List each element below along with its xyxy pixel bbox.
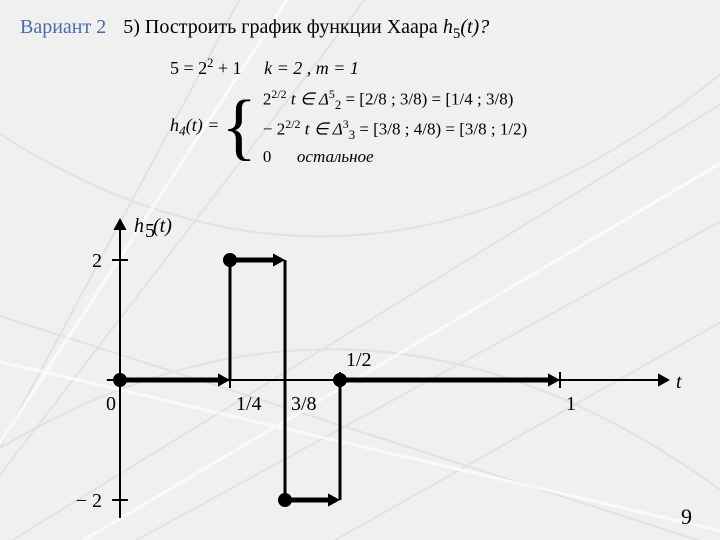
piecewise: h4(t) = { 22/2 t ∈ Δ52 = [2/8 ; 3/8) = [… [170,87,527,167]
math-block: 5 = 22 + 1 k = 2 , m = 1 h4(t) = { 22/2 … [170,56,527,167]
cases: 22/2 t ∈ Δ52 = [2/8 ; 3/8) = [1/4 ; 3/8)… [263,87,527,167]
brace-icon: { [221,90,257,164]
svg-text:1/2: 1/2 [346,349,372,371]
svg-text:0: 0 [106,393,116,415]
case-3: 0 остальное [263,147,527,167]
haar-chart: h5(t)t2− 201/43/81/21 [60,210,660,520]
variant-label: Вариант 2 [20,16,106,38]
svg-text:(t): (t) [153,215,172,237]
header: Вариант 2 5) Построить график функции Ха… [20,16,489,43]
svg-text:− 2: − 2 [76,490,102,512]
task-text: 5) Построить график функции Хаара h5(t)? [123,16,489,38]
svg-text:h: h [134,215,144,237]
case-2: − 22/2 t ∈ Δ33 = [3/8 ; 4/8) = [3/8 ; 1/… [263,117,527,143]
case-1: 22/2 t ∈ Δ52 = [2/8 ; 3/8) = [1/4 ; 3/8) [263,87,527,113]
svg-text:2: 2 [92,250,102,272]
fn-name: h4(t) = [170,115,219,140]
svg-text:1: 1 [566,393,576,415]
page-number: 9 [681,504,692,530]
math-line-1: 5 = 22 + 1 k = 2 , m = 1 [170,56,527,79]
svg-text:1/4: 1/4 [236,393,262,415]
svg-text:3/8: 3/8 [291,393,317,415]
svg-text:t: t [676,371,682,393]
